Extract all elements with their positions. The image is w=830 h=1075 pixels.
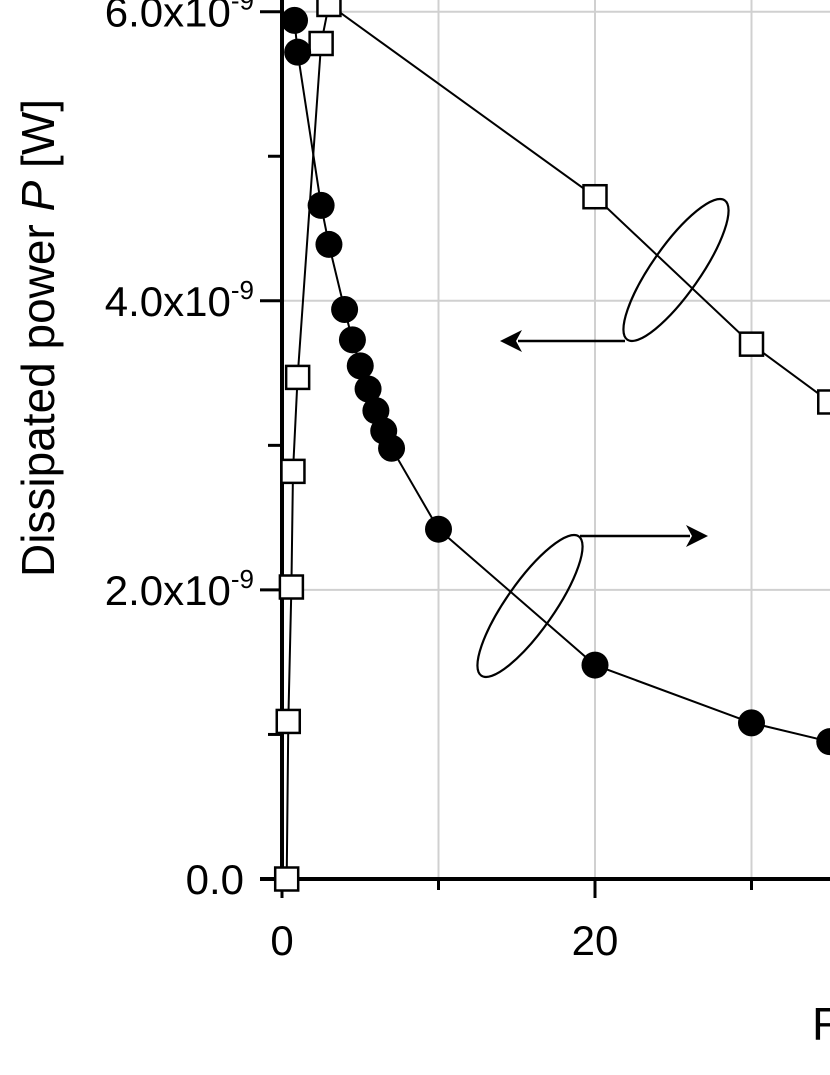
y-axis-label: Dissipated power P [W]	[12, 99, 64, 577]
data-point-open-square	[284, 364, 311, 391]
data-point-filled-circle	[816, 728, 830, 756]
annotations	[476, 197, 730, 679]
data-point-filled-circle	[738, 709, 765, 737]
y-tick-label: 2.0x10-9	[105, 564, 254, 614]
series-lines	[285, 2, 830, 880]
data-point-open-square	[280, 458, 306, 485]
data-point-filled-circle	[338, 326, 366, 354]
data-point-open-square	[817, 389, 830, 415]
data-point-open-square	[273, 866, 300, 892]
grid-lines	[282, 0, 830, 879]
data-point-filled-circle	[378, 434, 406, 462]
x-tick-label: 20	[572, 917, 619, 964]
svg-text:Dissipated power P [W]: Dissipated power P [W]	[12, 99, 64, 577]
y-axis-label-symbol: P	[12, 180, 64, 211]
left-arrow-head	[500, 330, 522, 352]
data-point-open-square	[308, 30, 334, 57]
series-markers	[273, 0, 830, 892]
y-axis-label-prefix: Dissipated power	[12, 211, 64, 577]
left-series-callout-ellipse	[622, 197, 730, 343]
data-point-filled-circle	[581, 651, 609, 679]
y-tick-label: 4.0x10-9	[105, 275, 254, 325]
data-point-filled-circle	[425, 515, 452, 543]
right-arrow-head	[686, 525, 708, 547]
series-line-open-square	[285, 2, 830, 880]
data-point-open-square	[316, 0, 342, 18]
data-point-filled-circle	[281, 6, 309, 34]
data-point-filled-circle	[346, 352, 374, 380]
y-axis-label-unit: [W]	[12, 99, 64, 181]
ticks: 0 20 0.0 2.0x10-9 4.0x10-9 6.0x10-9	[105, 0, 753, 964]
x-tick-label: 0	[270, 917, 293, 964]
right-series-callout-ellipse	[476, 533, 584, 679]
y-tick-label: 6.0x10-9	[105, 0, 254, 36]
data-point-open-square	[275, 708, 302, 735]
data-point-open-square	[738, 331, 765, 357]
data-point-filled-circle	[362, 397, 390, 425]
axes	[260, 0, 830, 881]
data-point-filled-circle	[284, 38, 312, 66]
data-point-filled-circle	[331, 295, 359, 323]
x-axis-label: R	[812, 998, 830, 1050]
data-point-filled-circle	[315, 230, 343, 258]
data-point-open-square	[582, 183, 608, 210]
y-tick-label: 0.0	[186, 856, 244, 903]
data-point-filled-circle	[354, 375, 382, 403]
data-point-open-square	[278, 574, 305, 600]
data-point-filled-circle	[307, 191, 335, 219]
